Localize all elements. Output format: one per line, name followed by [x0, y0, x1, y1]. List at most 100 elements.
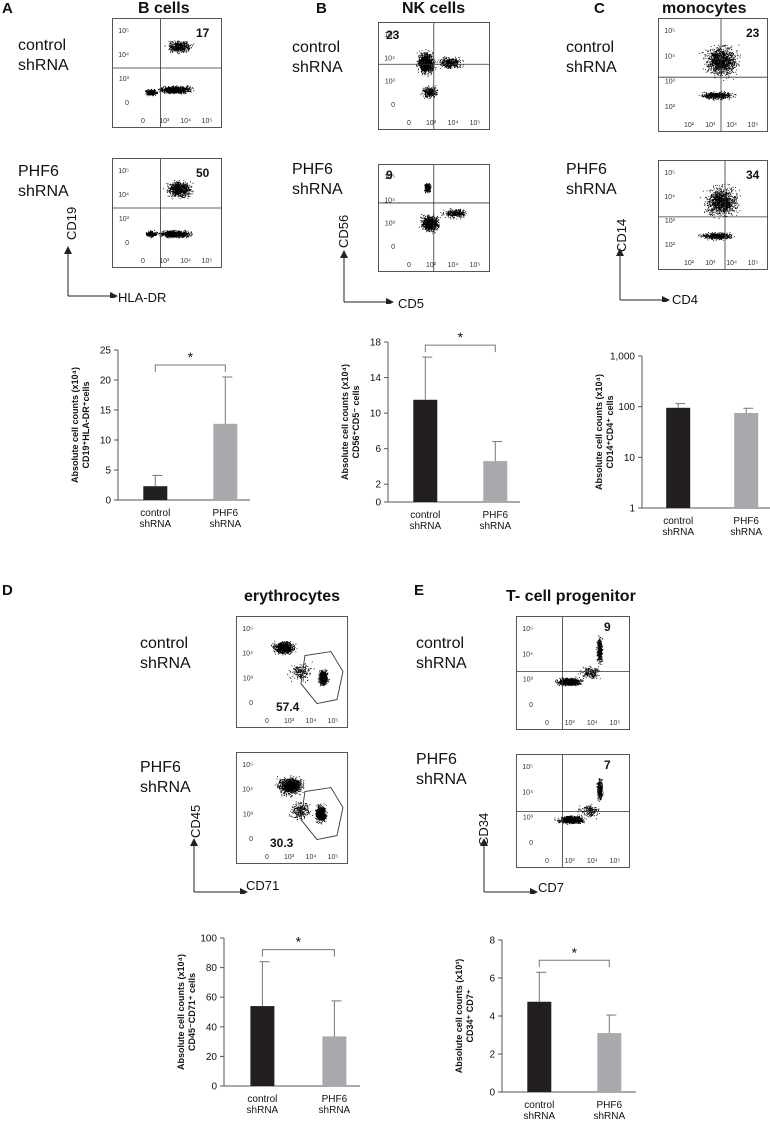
bar-control: [413, 399, 438, 502]
y-axis-title-line: Absolute cell counts (x10⁴): [176, 954, 186, 1070]
bar-control: [143, 486, 168, 500]
bar-phf6: [734, 412, 759, 508]
y-axis-label-a: CD19: [64, 206, 79, 240]
y-tick-label: 10⁴: [242, 787, 253, 794]
y-tick-label: 10³: [665, 218, 676, 225]
y-tick-label: 0: [489, 1088, 495, 1099]
panel-letter-c: C: [594, 0, 605, 17]
y-tick-label: 10³: [119, 76, 130, 83]
x-tick-label: 10³: [426, 262, 437, 269]
x-tick-label: 0: [545, 720, 549, 727]
y-axis-title: Absolute cell counts (x10⁴) CD45⁻CD71⁺ ce…: [176, 954, 197, 1070]
y-tick-label: 10⁵: [522, 764, 533, 771]
sample-label-phf6-b: PHF6 shRNA: [292, 161, 343, 198]
y-tick-label: 0: [391, 244, 395, 251]
y-tick-label: 10⁴: [522, 789, 533, 796]
flow-plot-d-control: 0 10³ 10⁴ 10⁵ 10⁵ 10⁴ 10³ 0: [236, 616, 348, 728]
x-tick-label: 0: [407, 120, 411, 127]
scatter-events: [698, 43, 741, 101]
x-tick-label: 10⁴: [587, 858, 598, 865]
scatter-events: [418, 182, 468, 234]
y-tick-label: 10⁴: [118, 52, 129, 59]
scatter-events: [415, 49, 464, 99]
x-tick-label: 10⁴: [306, 854, 317, 861]
x-tick-label: 10³: [565, 720, 576, 727]
y-tick-label: 10⁵: [242, 762, 253, 769]
y-tick-label: 80: [206, 963, 218, 974]
x-tick-label: 10⁵: [470, 262, 481, 269]
y-axis-title-line: Absolute cell counts (x10⁴): [70, 367, 80, 483]
axis-arrows-a: [64, 246, 118, 298]
scatter-events: [555, 635, 604, 687]
scatter-events: [554, 778, 604, 825]
x-category-label: control: [140, 508, 170, 519]
dot-plot-svg: 0 10³ 10⁴ 10⁵ 10⁵ 10⁴ 10³ 0: [242, 762, 344, 861]
x-tick-label: 0: [141, 118, 145, 125]
quadrant-value-b-phf6: 9: [386, 168, 393, 182]
y-tick-label: 10⁴: [242, 651, 253, 658]
x-category-label: shRNA: [593, 1111, 625, 1122]
y-tick-label: 10²: [665, 242, 676, 249]
y-tick-label: 20: [100, 376, 112, 387]
y-tick-label: 10³: [665, 79, 676, 86]
axis-arrows-c: [616, 248, 670, 302]
significance-star: *: [458, 332, 464, 345]
sample-label-phf6-e: PHF6 shRNA: [416, 751, 467, 788]
dot-plot-svg: 0 10³ 10⁴ 10⁵ 10⁵ 10⁴ 10³ 0: [517, 755, 629, 867]
flow-plot-b-control: 0 10³ 10⁴ 10⁵ 10⁵ 10⁴ 10³ 0: [378, 22, 490, 130]
y-axis-title-line: Absolute cell counts (x10⁴): [594, 374, 604, 490]
x-axis-label-a: HLA-DR: [118, 290, 167, 305]
x-tick-label: 10³: [565, 858, 576, 865]
y-tick-label: 10²: [665, 104, 676, 111]
x-category-label: shRNA: [479, 521, 511, 532]
y-tick-label: 10³: [243, 811, 254, 818]
x-axis-label-e: CD7: [538, 880, 565, 895]
x-tick-label: 10⁴: [180, 258, 191, 265]
x-tick-label: 10²: [684, 260, 695, 267]
sample-label-phf6-d: PHF6 shRNA: [140, 759, 191, 796]
x-tick-label: 10⁴: [448, 262, 459, 269]
x-category-label: PHF6: [733, 516, 759, 527]
x-category-label: shRNA: [209, 519, 241, 530]
y-tick-label: 100: [618, 402, 635, 413]
y-tick-label: 10³: [385, 79, 396, 86]
bar-chart-b: 0 2 6 10 14 18 Absolute cell counts (x10⁴) CD56…: [340, 332, 520, 532]
y-tick-label: 10³: [243, 675, 254, 682]
x-tick-label: 10³: [426, 120, 437, 127]
scatter-events: [271, 640, 330, 687]
y-tick-label: 2: [375, 480, 381, 491]
y-tick-label: 10⁵: [118, 28, 129, 35]
y-axis-label-c: CD14: [614, 218, 629, 252]
panel-letter-d: D: [2, 582, 13, 599]
bar-chart-a: 0 5 10 15 20 25 Absolute cell counts (x10⁴) CD1…: [70, 346, 250, 530]
y-axis-title: Absolute cell counts (x10³) CD34⁺ CD7⁺: [454, 959, 475, 1074]
y-tick-label: 0: [391, 102, 395, 109]
y-tick-label: 8: [489, 936, 495, 947]
x-tick-label: 10⁵: [748, 122, 759, 129]
y-tick-label: 0: [125, 100, 129, 107]
x-category-label: control: [524, 1100, 554, 1111]
bar-phf6: [597, 1033, 622, 1092]
gate-value-d-control: 57.4: [276, 700, 300, 714]
x-tick-label: 0: [407, 262, 411, 269]
dot-plot-svg: 0 10³ 10⁴ 10⁵ 10⁵ 10⁴ 10³ 0: [113, 159, 221, 267]
y-axis-title-line: CD56⁺CD5⁻ cells: [351, 385, 361, 458]
dot-plot-svg: 0 10³ 10⁴ 10⁵ 10⁵ 10⁴ 10³ 0: [113, 19, 221, 127]
sample-label-phf6-a: PHF6 shRNA: [18, 163, 69, 200]
x-tick-label: 10³: [705, 122, 716, 129]
y-tick-label: 5: [105, 466, 111, 477]
x-tick-label: 0: [265, 854, 269, 861]
y-axis-title-line: CD19⁺HLA-DR⁺cells: [81, 381, 91, 468]
x-tick-label: 10⁵: [202, 258, 213, 265]
significance-star: *: [296, 934, 302, 950]
x-tick-label: 10⁵: [202, 118, 213, 125]
quadrant-value-b-control: 23: [386, 28, 400, 42]
y-tick-label: 10⁵: [384, 32, 395, 39]
y-axis-title-line: CD45⁻CD71⁺ cells: [187, 973, 197, 1051]
y-tick-label: 0: [211, 1082, 217, 1093]
x-category-label: shRNA: [409, 521, 441, 532]
x-tick-label: 10²: [684, 122, 695, 129]
x-tick-label: 10⁴: [448, 120, 459, 127]
y-tick-label: 0: [249, 836, 253, 843]
